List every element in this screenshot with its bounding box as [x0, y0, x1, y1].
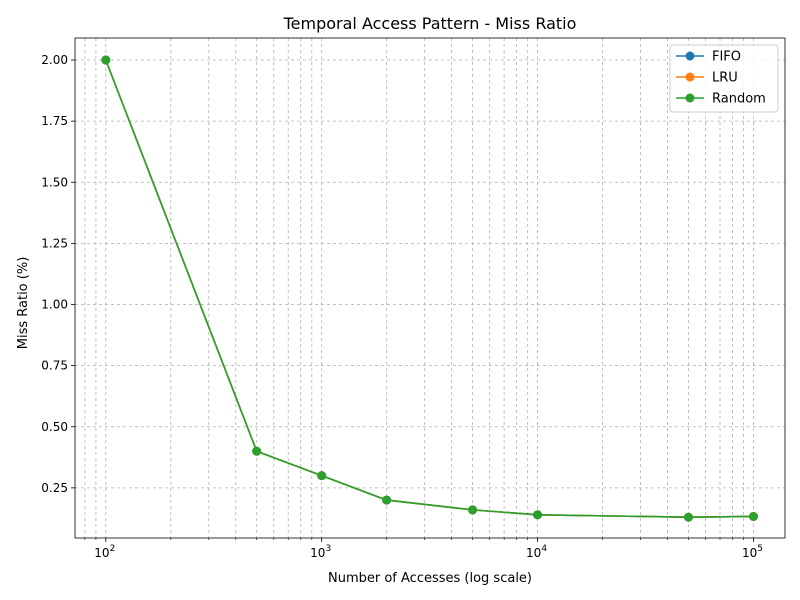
axis-ticks: 102 103 104 105 0.25 0.50 0.75 1.00 1.25 1.50 1.75… [41, 53, 763, 560]
data-point-random [683, 512, 693, 522]
y-tick-label: 2.00 [41, 53, 68, 67]
y-tick-label: 1.25 [41, 236, 68, 250]
legend-label-lru: LRU [712, 71, 738, 86]
y-tick-label: 1.00 [41, 298, 68, 312]
legend-marker-fifo [685, 51, 695, 61]
y-tick-label: 0.75 [41, 359, 68, 373]
y-tick-label: 0.50 [41, 420, 68, 434]
data-point-random [101, 55, 111, 65]
data-point-random [468, 505, 478, 515]
x-axis-label: Number of Accesses (log scale) [328, 571, 532, 586]
legend-marker-lru [685, 72, 695, 82]
x-tick-label: 105 [742, 544, 763, 560]
y-axis-label: Miss Ratio (%) [16, 257, 31, 350]
x-tick-label: 102 [94, 544, 115, 560]
plot-frame [74, 37, 786, 539]
legend-box [669, 44, 779, 113]
legend-label-random: Random [712, 92, 766, 107]
series-line-random [105, 59, 754, 519]
chart-title: Temporal Access Pattern - Miss Ratio [283, 14, 577, 33]
data-point-random [252, 446, 262, 456]
x-tick-label: 104 [526, 544, 547, 560]
y-tick-label: 1.50 [41, 175, 68, 189]
x-tick-label: 103 [310, 544, 331, 560]
data-point-random [382, 495, 392, 505]
y-tick-label: 0.25 [41, 481, 68, 495]
legend: FIFO LRU Random [669, 44, 779, 113]
y-tick-label: 1.75 [41, 114, 68, 128]
legend-label-fifo: FIFO [712, 50, 741, 65]
series-lines [101, 55, 758, 522]
data-point-random [317, 471, 327, 481]
grid [75, 38, 785, 538]
data-point-random [533, 510, 543, 520]
legend-marker-random [685, 93, 695, 103]
data-point-random [748, 511, 758, 521]
